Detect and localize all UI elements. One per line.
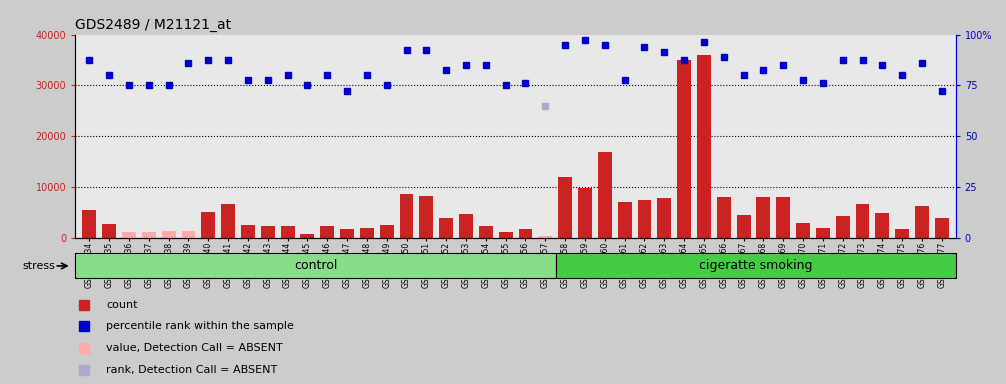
Bar [915, 205, 929, 238]
Text: percentile rank within the sample: percentile rank within the sample [107, 321, 294, 331]
Bar [875, 213, 889, 238]
Text: GDS2489 / M21121_at: GDS2489 / M21121_at [75, 18, 231, 32]
Text: rank, Detection Call = ABSENT: rank, Detection Call = ABSENT [107, 364, 278, 375]
Bar [518, 229, 532, 238]
Bar [618, 202, 632, 238]
Bar [360, 228, 374, 238]
Text: cigeratte smoking: cigeratte smoking [699, 260, 813, 272]
Bar [555, 253, 956, 278]
Bar [201, 212, 215, 238]
Bar [281, 226, 295, 238]
Bar [895, 229, 909, 238]
Bar [677, 60, 691, 238]
Bar [82, 210, 97, 238]
Bar [796, 223, 810, 238]
Bar [558, 177, 572, 238]
Bar [459, 214, 473, 238]
Bar [261, 227, 275, 238]
Bar [538, 235, 552, 238]
Text: count: count [107, 300, 138, 310]
Bar [855, 205, 869, 238]
Bar [757, 197, 771, 238]
Bar [578, 188, 592, 238]
Bar [340, 229, 354, 238]
Bar [320, 226, 334, 238]
Bar [380, 225, 393, 238]
Text: stress: stress [22, 261, 55, 271]
Bar [142, 232, 156, 238]
Bar [836, 216, 850, 238]
Bar [75, 253, 555, 278]
Bar [499, 232, 513, 238]
Bar [221, 205, 235, 238]
Bar [399, 194, 413, 238]
Bar [777, 197, 790, 238]
Bar [103, 224, 116, 238]
Bar [440, 218, 453, 238]
Bar [816, 228, 830, 238]
Bar [479, 227, 493, 238]
Bar [736, 215, 750, 238]
Bar [598, 152, 612, 238]
Bar [638, 200, 651, 238]
Bar [657, 199, 671, 238]
Bar [935, 218, 949, 238]
Text: value, Detection Call = ABSENT: value, Detection Call = ABSENT [107, 343, 283, 353]
Bar [241, 225, 255, 238]
Bar [420, 196, 434, 238]
Bar [697, 55, 711, 238]
Text: control: control [294, 260, 337, 272]
Bar [181, 232, 195, 238]
Bar [717, 197, 730, 238]
Bar [162, 232, 176, 238]
Bar [301, 233, 314, 238]
Bar [122, 232, 136, 238]
